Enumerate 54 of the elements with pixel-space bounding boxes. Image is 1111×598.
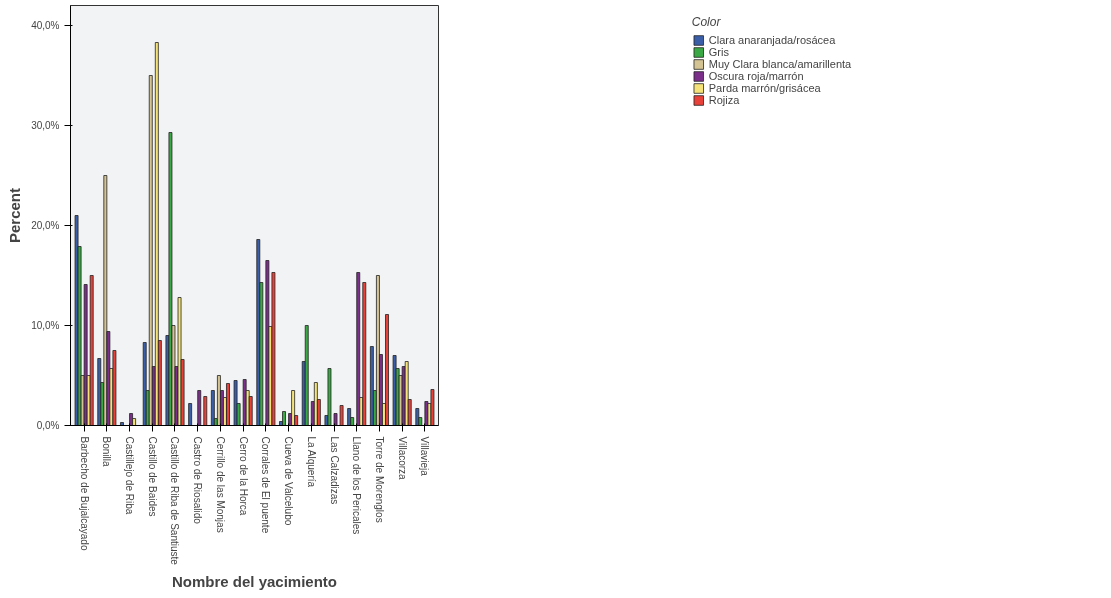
bar bbox=[89, 275, 94, 426]
legend-label: Parda marrón/grisácea bbox=[708, 82, 821, 94]
x-tick-label: Las Calzadizas bbox=[328, 436, 340, 505]
bar bbox=[197, 390, 202, 426]
legend-label: Muy Clara blanca/amarillenta bbox=[708, 58, 852, 70]
bar bbox=[120, 422, 124, 426]
y-tick-label: 30,0% bbox=[31, 120, 60, 131]
bar bbox=[226, 383, 230, 426]
y-tick-label: 10,0% bbox=[31, 320, 60, 331]
bar bbox=[362, 282, 367, 426]
bar bbox=[347, 408, 352, 426]
bar bbox=[168, 132, 173, 426]
legend-label: Gris bbox=[708, 46, 729, 58]
y-axis-title: Percent bbox=[6, 187, 24, 244]
bar bbox=[282, 411, 286, 426]
bar bbox=[376, 275, 380, 426]
bar bbox=[203, 396, 208, 426]
bar bbox=[415, 408, 420, 426]
bar bbox=[291, 390, 296, 426]
x-tick-label: Bonilla bbox=[101, 436, 113, 467]
legend-label: Clara anaranjada/rosácea bbox=[708, 34, 836, 46]
bar bbox=[103, 175, 108, 426]
x-tick-label: Cerro de la Horca bbox=[237, 436, 249, 516]
y-tick-label: 0,0% bbox=[36, 420, 60, 431]
x-tick-label: Cerrillo de las Monjas bbox=[214, 436, 226, 533]
x-tick-label: Llano de los Pericales bbox=[351, 436, 363, 535]
y-tick-label: 20,0% bbox=[31, 220, 60, 231]
x-tick-label: Castillo de Riba de Santiuste bbox=[169, 436, 181, 566]
legend-label: Oscura roja/marrón bbox=[708, 70, 804, 82]
bar bbox=[385, 314, 389, 426]
x-tick-label: Villavieja bbox=[419, 436, 431, 477]
x-tick-label: Villacorza bbox=[396, 436, 408, 481]
x-tick-label: Castro de Riosalido bbox=[192, 436, 204, 525]
bar bbox=[210, 390, 215, 426]
bar bbox=[148, 75, 153, 426]
x-tick-label: Castillejo de Riba bbox=[124, 436, 136, 515]
bar bbox=[154, 42, 159, 426]
bar bbox=[142, 342, 147, 426]
legend-title: Color bbox=[691, 15, 722, 29]
bar bbox=[188, 403, 193, 426]
bar bbox=[404, 361, 409, 426]
x-tick-label: Cueva de Valcelubo bbox=[283, 436, 295, 526]
x-tick-label: Torre de Morenglos bbox=[373, 436, 385, 523]
bar bbox=[304, 325, 309, 426]
x-tick-label: La Alquería bbox=[305, 436, 317, 488]
bar bbox=[369, 346, 374, 426]
legend-label: Rojiza bbox=[708, 94, 740, 106]
x-tick-label: Corrales de El puente bbox=[260, 436, 272, 534]
x-tick-label: Castillo de Baides bbox=[146, 436, 158, 517]
bar bbox=[233, 380, 238, 426]
bar bbox=[356, 272, 361, 426]
y-tick-label: 40,0% bbox=[31, 20, 60, 31]
x-tick-label: Barbecho de Bujalcayado bbox=[78, 436, 90, 551]
x-axis-title: Nombre del yacimiento bbox=[171, 572, 338, 590]
